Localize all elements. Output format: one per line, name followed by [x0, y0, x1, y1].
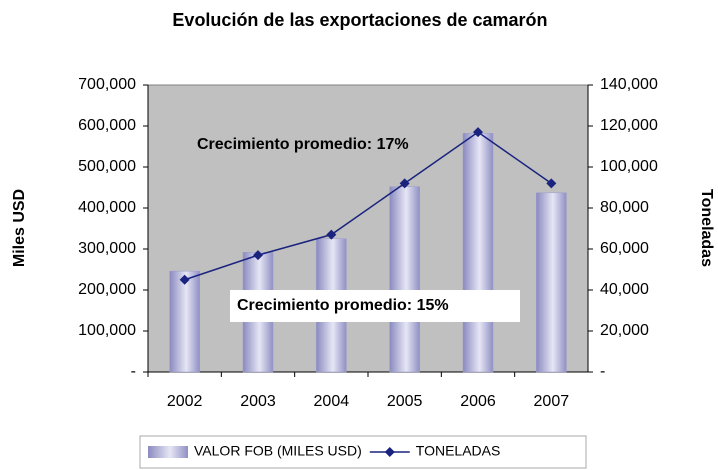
y2-tick-label: - — [600, 363, 605, 380]
annotation: Crecimiento promedio: 17% — [197, 136, 409, 153]
y2-tick-label: 100,000 — [600, 158, 658, 175]
annotation-box — [230, 290, 520, 322]
legend-label: VALOR FOB (MILES USD) — [194, 443, 362, 459]
y-tick-label: 100,000 — [78, 322, 136, 339]
x-tick-label: 2005 — [387, 393, 423, 410]
y2-tick-label: 20,000 — [600, 322, 649, 339]
y2-axis-label: Toneladas — [698, 189, 715, 267]
bar — [536, 192, 567, 373]
y-tick-label: 400,000 — [78, 199, 136, 216]
x-tick-label: 2004 — [314, 393, 350, 410]
y-tick-label: 300,000 — [78, 240, 136, 257]
y2-tick-label: 40,000 — [600, 281, 649, 298]
legend-label: TONELADAS — [416, 443, 501, 459]
y2-tick-label: 120,000 — [600, 117, 658, 134]
y-tick-label: 500,000 — [78, 158, 136, 175]
x-tick-label: 2003 — [240, 393, 276, 410]
line-marker — [179, 274, 190, 285]
line-marker — [546, 178, 557, 189]
bar — [389, 186, 420, 373]
y2-tick-label: 140,000 — [600, 76, 658, 93]
y2-tick-label: 60,000 — [600, 240, 649, 257]
legend-swatch — [384, 447, 395, 457]
y-tick-label: 200,000 — [78, 281, 136, 298]
line-marker — [326, 229, 337, 240]
legend-swatch — [148, 446, 188, 458]
bar — [462, 133, 494, 373]
x-tick-label: 2007 — [534, 393, 570, 410]
line-marker — [399, 178, 410, 189]
line-marker — [473, 127, 483, 138]
annotation: Crecimiento promedio: 15% — [237, 297, 449, 314]
y-tick-label: 600,000 — [78, 117, 136, 134]
line-marker — [253, 250, 263, 261]
plot-area — [147, 84, 589, 373]
y-axis-label: Miles USD — [11, 189, 28, 267]
x-tick-label: 2002 — [167, 393, 203, 410]
line — [184, 131, 552, 281]
x-tick-label: 2006 — [460, 393, 496, 410]
y-tick-label: 700,000 — [78, 76, 136, 93]
chart-title: Evolución de las exportaciones de camaró… — [172, 10, 547, 30]
y-tick-label: - — [131, 363, 136, 380]
y2-tick-label: 80,000 — [600, 199, 649, 216]
bar — [169, 270, 200, 373]
legend-box — [139, 435, 587, 469]
